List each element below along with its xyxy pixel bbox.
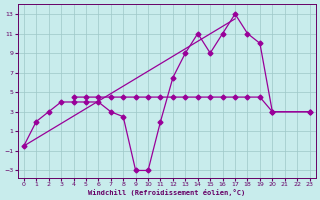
X-axis label: Windchill (Refroidissement éolien,°C): Windchill (Refroidissement éolien,°C) — [88, 189, 245, 196]
